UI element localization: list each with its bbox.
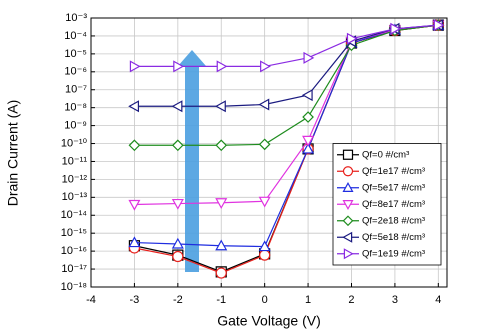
series-line [134, 24, 439, 68]
data-point [303, 51, 315, 64]
data-point [260, 60, 271, 73]
legend-text: Qf=0 #/cm³ [362, 149, 409, 160]
data-point [171, 198, 184, 210]
data-point [128, 199, 141, 211]
x-tick-label: 1 [305, 294, 311, 306]
x-tick-label: 3 [392, 294, 398, 306]
legend-text: Qf=5e17 #/cm³ [362, 182, 425, 193]
legend-text: Qf=8e17 #/cm³ [362, 199, 425, 210]
x-tick-label: -2 [173, 294, 183, 306]
legend-marker [343, 248, 354, 260]
data-point [215, 100, 226, 113]
arrow [178, 50, 206, 272]
legend-marker [342, 166, 354, 177]
y-tick-label: 10⁻⁶ [64, 66, 87, 78]
data-point [258, 98, 270, 111]
data-point [129, 60, 141, 73]
series-line [134, 24, 439, 146]
y-tick-label: 10⁻⁹ [64, 120, 87, 132]
data-point [172, 251, 184, 263]
legend-text: Qf=5e18 #/cm³ [362, 232, 425, 243]
data-point [215, 139, 228, 152]
legend-text: Qf=2e18 #/cm³ [362, 215, 425, 226]
data-point [302, 135, 315, 147]
data-point [390, 22, 402, 35]
data-point [128, 139, 141, 152]
y-tick-label: 10⁻¹⁸ [61, 281, 87, 293]
x-tick-label: -1 [216, 294, 226, 306]
data-point [128, 236, 141, 248]
legend-marker [342, 200, 354, 210]
y-tick-label: 10⁻¹³ [62, 191, 88, 203]
data-point [346, 32, 358, 45]
series-line [134, 24, 439, 206]
data-point [302, 111, 314, 123]
data-point [215, 267, 227, 279]
legend-marker [342, 149, 354, 160]
data-point [173, 60, 185, 73]
data-point [171, 100, 183, 113]
y-tick-label: 10⁻⁵ [64, 48, 87, 60]
legend-text: Qf=1e19 #/cm³ [362, 248, 425, 259]
legend-text: Qf=1e17 #/cm³ [362, 166, 425, 177]
legend-marker [342, 182, 354, 192]
x-tick-label: -4 [86, 294, 96, 306]
data-point [215, 198, 228, 209]
x-tick-label: 2 [348, 294, 354, 306]
data-point [433, 19, 445, 32]
y-tick-label: 10⁻¹⁰ [61, 137, 88, 149]
x-axis-title: Gate Voltage (V) [217, 313, 321, 329]
x-tick-label: 4 [435, 294, 441, 306]
legend-marker [342, 215, 354, 227]
data-point [258, 240, 271, 252]
y-tick-label: 10⁻¹⁶ [61, 245, 87, 257]
y-axis-title: Drain Current (A) [5, 100, 21, 207]
y-tick-label: 10⁻³ [65, 12, 87, 24]
x-tick-label: -3 [130, 294, 140, 306]
data-point [216, 60, 228, 73]
y-tick-label: 10⁻¹⁵ [61, 227, 87, 239]
y-tick-label: 10⁻¹² [62, 173, 88, 185]
data-point [171, 139, 184, 152]
data-point [301, 89, 313, 102]
data-point [302, 142, 315, 154]
data-point [171, 237, 184, 249]
y-tick-label: 10⁻⁷ [65, 84, 87, 96]
legend-marker [342, 231, 353, 243]
data-point [259, 249, 271, 261]
plot-frame [90, 17, 448, 288]
data-point [258, 196, 271, 208]
data-point [258, 138, 271, 151]
y-tick-label: 10⁻¹¹ [62, 155, 88, 167]
data-point [215, 239, 228, 251]
y-tick-label: 10⁻¹⁴ [61, 209, 88, 221]
y-tick-label: 10⁻¹⁷ [61, 263, 87, 275]
data-point [128, 100, 140, 113]
y-tick-label: 10⁻⁴ [64, 30, 87, 42]
x-tick-label: 0 [262, 294, 268, 306]
y-tick-label: 10⁻⁸ [64, 102, 87, 114]
